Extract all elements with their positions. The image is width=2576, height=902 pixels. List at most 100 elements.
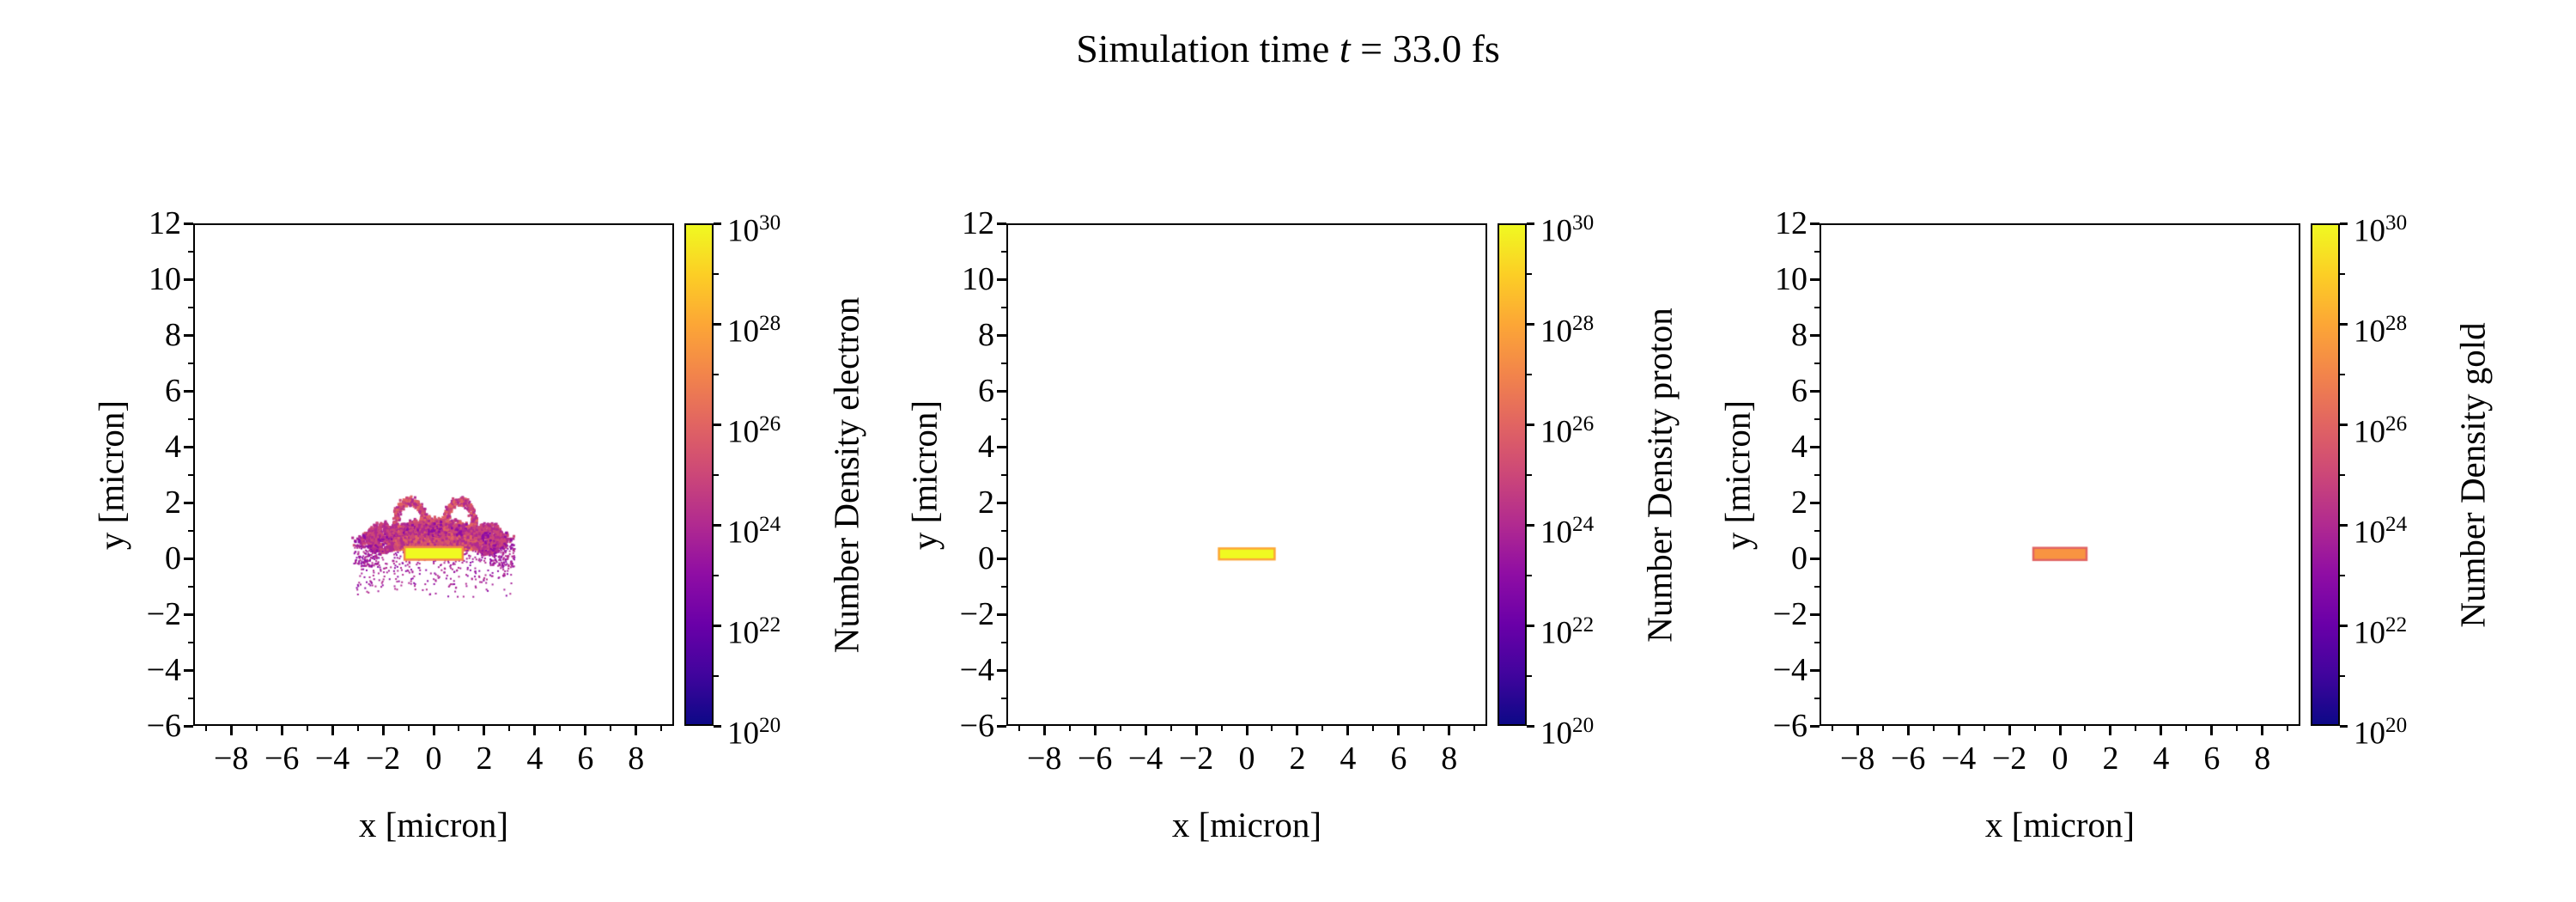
y-minor-tick (1814, 529, 1820, 532)
x-major-tick (1093, 726, 1097, 735)
x-minor-tick (204, 726, 207, 731)
x-minor-tick (2236, 726, 2239, 731)
x-minor-tick (2033, 726, 2036, 731)
plot-area-gold (1820, 223, 2300, 726)
y-minor-tick (1001, 250, 1006, 253)
x-minor-tick (356, 726, 359, 731)
y-minor-tick (1001, 529, 1006, 532)
y-tick-label: −6 (959, 708, 994, 744)
y-major-tick (184, 277, 193, 281)
colorbar-minor-tick (2340, 574, 2345, 576)
y-major-tick (184, 333, 193, 337)
x-minor-tick (1119, 726, 1121, 731)
x-major-tick (1346, 726, 1350, 735)
colorbar-tick-label: 1022 (727, 613, 781, 651)
y-tick-label: 12 (962, 205, 994, 241)
x-tick-label: −6 (264, 740, 300, 777)
x-major-tick (1906, 726, 1910, 735)
y-major-tick (997, 389, 1006, 393)
y-major-tick (184, 668, 193, 672)
colorbar-major-tick (1527, 423, 1534, 426)
y-major-tick (184, 501, 193, 504)
x-tick-label: 6 (577, 740, 594, 777)
y-minor-tick (1001, 585, 1006, 588)
y-minor-tick (1814, 250, 1820, 253)
y-major-tick (184, 222, 193, 225)
colorbar-major-tick (1527, 724, 1534, 728)
x-major-tick (483, 726, 486, 735)
x-tick-label: 8 (2254, 740, 2271, 777)
y-major-tick (997, 445, 1006, 448)
x-tick-label: 0 (425, 740, 442, 777)
colorbar-major-tick (2340, 222, 2348, 225)
y-tick-label: 10 (962, 261, 994, 297)
colorbar-major-tick (2340, 523, 2348, 527)
colorbar-tick-label: 1028 (1540, 312, 1595, 350)
colorbar-major-tick (714, 624, 721, 627)
y-minor-tick (188, 473, 193, 476)
colorbar-gold (2311, 223, 2340, 726)
x-major-tick (635, 726, 638, 735)
y-minor-tick (188, 362, 193, 364)
y-tick-label: 6 (165, 373, 181, 409)
y-minor-tick (1814, 473, 1820, 476)
x-tick-label: −4 (314, 740, 350, 777)
colorbar-minor-tick (714, 574, 719, 576)
y-minor-tick (1001, 697, 1006, 699)
colorbar-major-tick (2340, 423, 2348, 426)
colorbar-minor-tick (714, 674, 719, 677)
y-tick-label: 4 (165, 429, 181, 465)
y-major-tick (1810, 724, 1820, 728)
x-major-tick (2261, 726, 2264, 735)
y-major-tick (1810, 389, 1820, 393)
colorbar-major-tick (714, 523, 721, 527)
y-tick-label: 0 (978, 540, 994, 576)
y-minor-tick (188, 697, 193, 699)
y-minor-tick (188, 529, 193, 532)
y-major-tick (1810, 668, 1820, 672)
x-minor-tick (306, 726, 308, 731)
y-tick-label: 8 (978, 317, 994, 353)
x-minor-tick (1271, 726, 1273, 731)
colorbar-gradient (2312, 225, 2338, 724)
colorbar-electron (684, 223, 714, 726)
colorbar-major-tick (2340, 724, 2348, 728)
x-major-tick (331, 726, 334, 735)
colorbar-minor-tick (2340, 674, 2345, 677)
colorbar-tick-label: 1028 (727, 312, 781, 350)
x-tick-label: −8 (214, 740, 249, 777)
colorbar-tick-label: 1030 (727, 211, 781, 249)
y-minor-tick (1814, 362, 1820, 364)
y-major-tick (1810, 222, 1820, 225)
panel-electron: y [micron] x [micron] Number Density ele… (92, 205, 1006, 902)
y-minor-tick (1001, 306, 1006, 308)
y-minor-tick (188, 585, 193, 588)
x-major-tick (1397, 726, 1400, 735)
y-tick-label: −6 (1772, 708, 1807, 744)
y-minor-tick (1814, 585, 1820, 588)
x-major-tick (2160, 726, 2163, 735)
x-tick-label: −4 (1941, 740, 1977, 777)
x-minor-tick (1321, 726, 1324, 731)
x-tick-label: 6 (2203, 740, 2221, 777)
x-major-tick (1042, 726, 1046, 735)
x-minor-tick (1423, 726, 1425, 731)
colorbar-major-tick (714, 322, 721, 326)
colorbar-minor-tick (1527, 373, 1532, 375)
y-major-tick (1810, 557, 1820, 560)
x-tick-label: 6 (1390, 740, 1407, 777)
x-minor-tick (508, 726, 511, 731)
y-minor-tick (188, 250, 193, 253)
x-major-tick (584, 726, 587, 735)
colorbar-minor-tick (714, 473, 719, 476)
colorbar-tick-label: 1024 (727, 513, 781, 551)
y-major-tick (184, 389, 193, 393)
x-major-tick (1144, 726, 1147, 735)
y-tick-label: 2 (1791, 485, 1807, 521)
x-minor-tick (1220, 726, 1223, 731)
y-major-tick (997, 668, 1006, 672)
y-tick-label: −4 (146, 652, 181, 688)
colorbar-major-tick (1527, 222, 1534, 225)
y-tick-label: 2 (165, 485, 181, 521)
